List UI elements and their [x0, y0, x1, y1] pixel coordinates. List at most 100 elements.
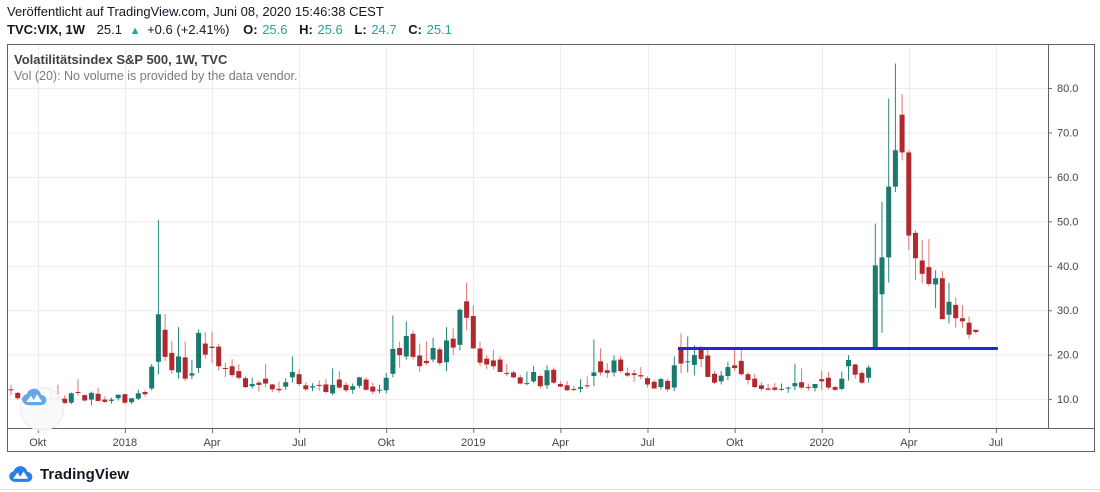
candle [584, 376, 590, 389]
grid-layer [7, 44, 1048, 428]
candle [323, 378, 329, 393]
symbol-info-bar: TVC:VIX, 1W 25.1 ▲ +0.6 (+2.41%) O: 25.6… [7, 21, 1007, 40]
candle [745, 372, 751, 385]
price-change: +0.6 (+2.41%) [147, 22, 230, 37]
brand-name: TradingView [40, 465, 130, 483]
candle [182, 341, 188, 381]
tradingview-cloud-logo-icon [22, 388, 47, 406]
candle [624, 367, 630, 377]
page-bottom-divider [0, 489, 1100, 490]
candle [819, 370, 825, 390]
candle [899, 94, 905, 161]
candle [497, 356, 503, 373]
candle [825, 371, 831, 390]
candle [738, 350, 744, 376]
candle [765, 384, 771, 391]
candle [564, 380, 570, 392]
candle [631, 369, 637, 382]
symbol-interval: TVC:VIX, 1W [7, 22, 86, 37]
candle [511, 370, 516, 379]
candle [310, 383, 315, 392]
candle [578, 379, 583, 393]
svg-text:Apr: Apr [900, 437, 917, 449]
candle [758, 382, 764, 392]
candle [892, 63, 898, 192]
time-axis[interactable]: Okt 2018 Apr Jul Okt 2019 Apr Jul Okt 2020 Apr Jul [29, 428, 1003, 449]
tradingview-brand-link[interactable]: TradingView [8, 461, 129, 487]
svg-text:80.0: 80.0 [1057, 83, 1078, 95]
candle [176, 327, 181, 379]
candle [919, 240, 925, 284]
chart-container[interactable]: 10.0 20.0 30.0 40.0 50.0 60.0 70.0 80.0 Okt 2018 A… [7, 44, 1096, 453]
candle [363, 377, 369, 391]
volume-study-status: Vol (20): No volume is provided by the d… [14, 69, 298, 83]
candle [872, 223, 878, 351]
candle [926, 239, 932, 286]
svg-text:30.0: 30.0 [1057, 305, 1078, 317]
candle [477, 341, 483, 366]
candle [805, 383, 811, 391]
candle [263, 363, 269, 388]
svg-text:2019: 2019 [461, 437, 485, 449]
candle [799, 368, 805, 390]
low-label: L: [354, 22, 367, 37]
price-axis[interactable]: 10.0 20.0 30.0 40.0 50.0 60.0 70.0 80.0 [1048, 83, 1078, 406]
candle [303, 382, 309, 392]
candle [356, 376, 362, 388]
candle [959, 304, 965, 328]
svg-text:60.0: 60.0 [1057, 172, 1078, 184]
candle [202, 332, 208, 359]
candle [196, 329, 202, 373]
candle [846, 355, 851, 381]
candle [638, 367, 644, 380]
candle [155, 220, 161, 375]
legend-series-title[interactable]: Volatilitätsindex S&P 500, 1W, TVC [14, 52, 228, 67]
candle [8, 384, 14, 396]
candle [122, 393, 128, 404]
published-line: Veröffentlicht auf TradingView.com, Juni… [7, 4, 384, 19]
candle [283, 378, 289, 390]
candle [732, 348, 738, 372]
candle [410, 330, 416, 360]
candle [189, 360, 195, 380]
candle [705, 349, 711, 378]
candle [216, 343, 222, 371]
candle [618, 356, 624, 373]
candle [832, 385, 838, 392]
candle [645, 376, 650, 388]
candle [725, 361, 731, 380]
svg-text:2018: 2018 [113, 437, 137, 449]
candle [678, 333, 684, 374]
candle [377, 384, 382, 394]
candle [557, 381, 563, 388]
candle [289, 356, 295, 383]
candles-layer[interactable] [8, 63, 979, 406]
candle [852, 364, 858, 379]
svg-text:2020: 2020 [809, 437, 833, 449]
open-value: 25.6 [262, 22, 288, 37]
candle [296, 369, 302, 387]
candle [658, 377, 664, 390]
candle [591, 339, 597, 387]
candle [236, 364, 242, 380]
candle [162, 313, 168, 361]
svg-text:50.0: 50.0 [1057, 216, 1078, 228]
high-label: H: [299, 22, 313, 37]
candle [383, 372, 389, 394]
candle [537, 375, 543, 389]
candle [437, 347, 443, 366]
header: Veröffentlicht auf TradingView.com, Juni… [7, 3, 1007, 40]
open-label: O: [243, 22, 258, 37]
svg-text:Apr: Apr [203, 437, 220, 449]
candle [209, 331, 215, 364]
candle [504, 364, 510, 376]
candle [330, 368, 336, 396]
candle [752, 374, 758, 388]
chart-plot-svg[interactable]: 10.0 20.0 30.0 40.0 50.0 60.0 70.0 80.0 Okt 2018 A… [7, 44, 1096, 453]
svg-text:Jul: Jul [640, 437, 654, 449]
candle [517, 374, 523, 385]
candle [966, 316, 972, 340]
svg-text:10.0: 10.0 [1057, 394, 1078, 406]
svg-text:Okt: Okt [726, 437, 743, 449]
candle [430, 337, 436, 363]
